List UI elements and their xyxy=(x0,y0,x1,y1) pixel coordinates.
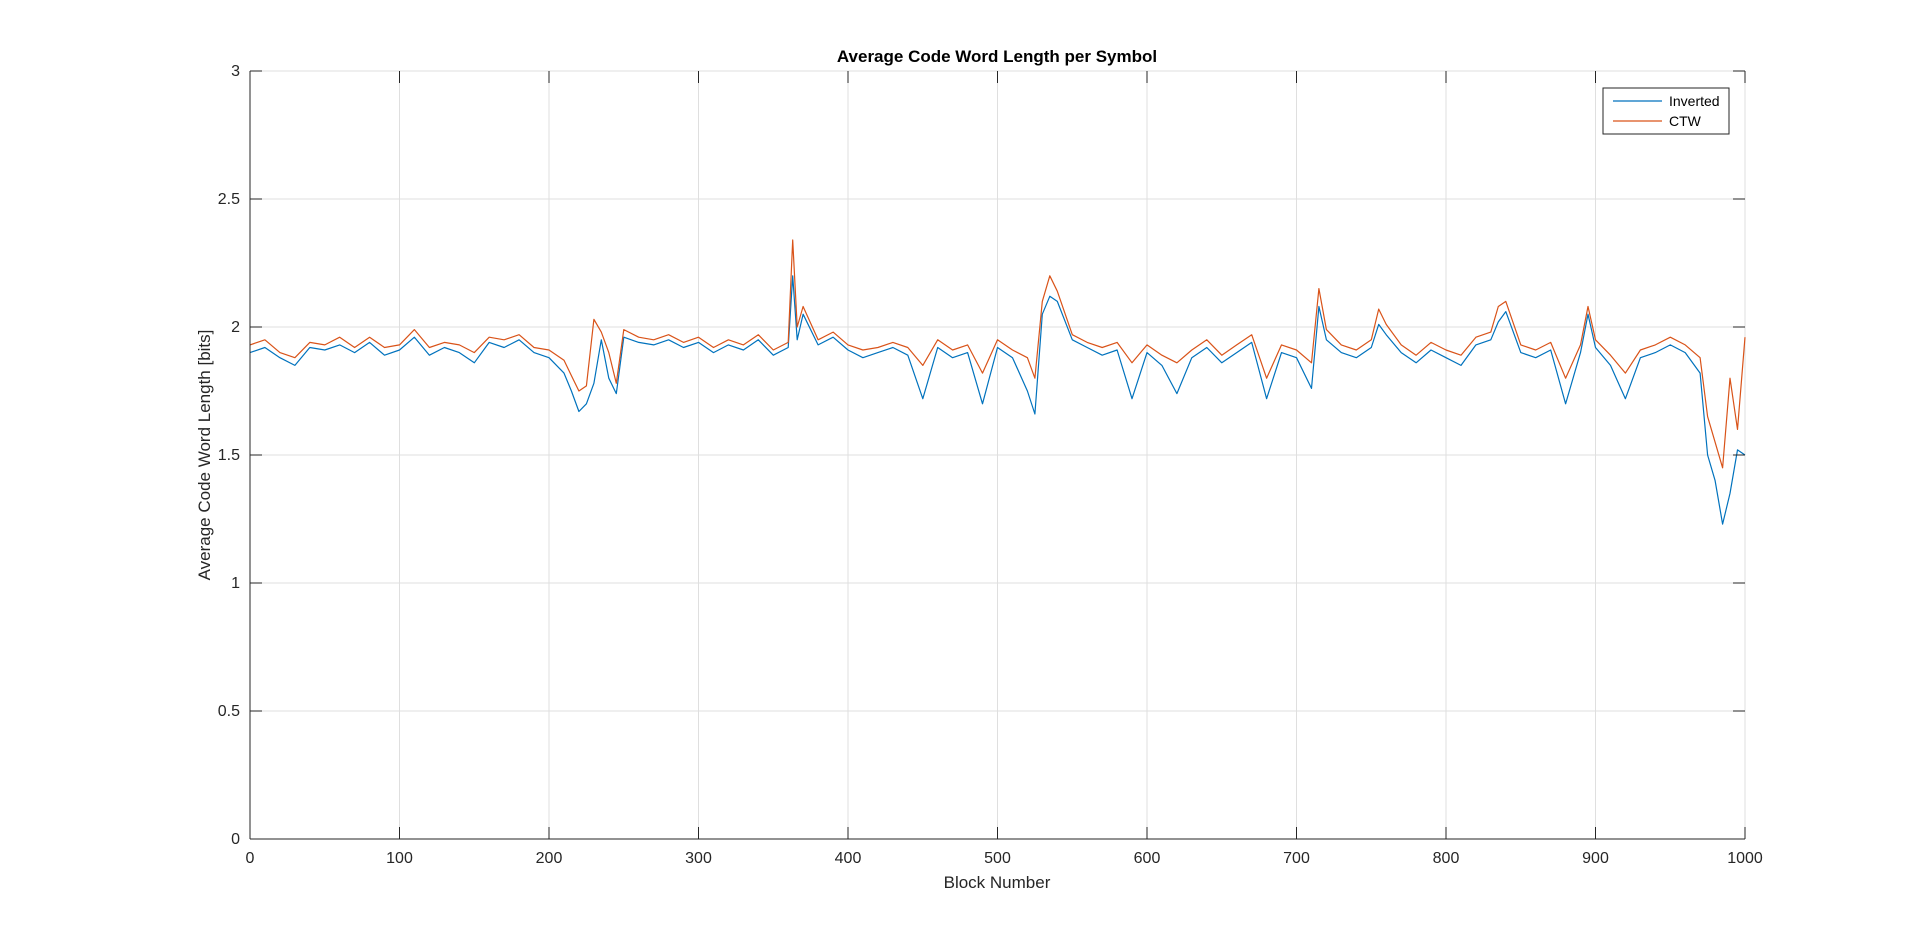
x-tick-label: 400 xyxy=(835,850,862,867)
y-tick-label: 0.5 xyxy=(218,703,240,720)
x-tick-label: 900 xyxy=(1582,850,1609,867)
x-tick-label: 300 xyxy=(685,850,712,867)
x-tick-label: 700 xyxy=(1283,850,1310,867)
x-tick-label: 200 xyxy=(536,850,563,867)
y-tick-label: 3 xyxy=(231,63,240,80)
axes xyxy=(249,70,1746,840)
x-axis-label: Block Number xyxy=(944,873,1051,892)
y-axis-label: Average Code Word Length [bits] xyxy=(195,330,214,581)
tick-labels: 0 100 200 300 400 500 600 700 800 900 1000 0 0.5 1 1.5… xyxy=(218,63,1763,867)
x-tick-label: 500 xyxy=(984,850,1011,867)
legend-label-inverted: Inverted xyxy=(1669,93,1720,109)
x-tick-label: 0 xyxy=(246,850,255,867)
y-tick-label: 0 xyxy=(231,831,240,848)
legend: Inverted CTW xyxy=(1602,87,1730,135)
series-lines xyxy=(249,239,1746,525)
chart-title: Average Code Word Length per Symbol xyxy=(837,47,1157,66)
x-tick-label: 1000 xyxy=(1727,850,1763,867)
x-tick-label: 600 xyxy=(1134,850,1161,867)
y-tick-label: 1 xyxy=(231,575,240,592)
x-tick-label: 100 xyxy=(386,850,413,867)
x-tick-label: 800 xyxy=(1433,850,1460,867)
legend-box xyxy=(1602,87,1730,135)
y-tick-label: 2.5 xyxy=(218,191,240,208)
series-line-inverted xyxy=(249,275,1746,525)
legend-label-ctw: CTW xyxy=(1669,113,1702,129)
series-line-ctw xyxy=(249,239,1746,469)
y-tick-label: 1.5 xyxy=(218,447,240,464)
y-tick-label: 2 xyxy=(231,319,240,336)
